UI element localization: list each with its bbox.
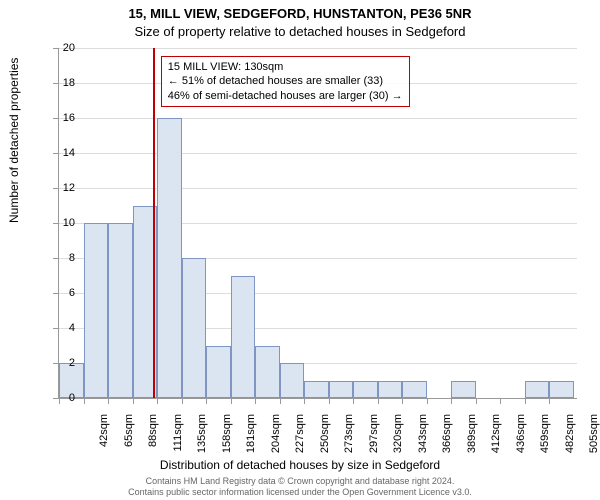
y-tick-label: 10	[63, 217, 75, 229]
y-tick-label: 12	[63, 182, 75, 194]
x-tick-label: 88sqm	[147, 414, 159, 464]
y-tick	[53, 118, 59, 119]
x-tick	[133, 398, 134, 404]
x-tick-label: 459sqm	[539, 414, 551, 464]
x-tick-label: 65sqm	[123, 414, 135, 464]
x-tick-label: 204sqm	[270, 414, 282, 464]
x-tick	[59, 398, 60, 404]
x-tick	[182, 398, 183, 404]
x-tick-label: 389sqm	[466, 414, 478, 464]
y-tick	[53, 258, 59, 259]
x-tick	[255, 398, 256, 404]
x-tick-label: 436sqm	[515, 414, 527, 464]
histogram-bar	[182, 258, 207, 398]
histogram-bar	[255, 346, 280, 399]
callout-line: 46% of semi-detached houses are larger (…	[168, 89, 403, 103]
y-tick	[53, 153, 59, 154]
y-tick	[53, 223, 59, 224]
grid-line	[59, 153, 577, 154]
y-tick-label: 16	[63, 112, 75, 124]
histogram-bar	[451, 381, 476, 399]
x-tick-label: 111sqm	[172, 414, 184, 464]
x-tick-label: 297sqm	[368, 414, 380, 464]
title-main: 15, MILL VIEW, SEDGEFORD, HUNSTANTON, PE…	[0, 6, 600, 21]
x-tick	[451, 398, 452, 404]
y-tick-label: 4	[69, 322, 75, 334]
x-tick	[329, 398, 330, 404]
x-tick	[476, 398, 477, 404]
callout-line: ← 51% of detached houses are smaller (33…	[168, 74, 403, 88]
histogram-bar	[378, 381, 403, 399]
chart-area: 15 MILL VIEW: 130sqm← 51% of detached ho…	[58, 48, 577, 399]
callout-box: 15 MILL VIEW: 130sqm← 51% of detached ho…	[161, 56, 410, 107]
y-tick	[53, 83, 59, 84]
reference-line	[153, 48, 155, 398]
y-tick-label: 14	[63, 147, 75, 159]
x-tick	[157, 398, 158, 404]
y-tick-label: 18	[63, 77, 75, 89]
histogram-bar	[206, 346, 231, 399]
x-tick-label: 273sqm	[343, 414, 355, 464]
x-tick	[108, 398, 109, 404]
x-tick-label: 181sqm	[245, 414, 257, 464]
x-tick-label: 505sqm	[588, 414, 600, 464]
x-tick-label: 366sqm	[441, 414, 453, 464]
y-tick-label: 20	[63, 42, 75, 54]
histogram-bar	[525, 381, 550, 399]
chart-container: 15, MILL VIEW, SEDGEFORD, HUNSTANTON, PE…	[0, 0, 600, 500]
histogram-bar	[231, 276, 256, 399]
y-tick	[53, 48, 59, 49]
title-sub: Size of property relative to detached ho…	[0, 24, 600, 39]
y-tick-label: 2	[69, 357, 75, 369]
histogram-bar	[108, 223, 133, 398]
footer-line3: Contains public sector information licen…	[0, 487, 600, 498]
grid-line	[59, 48, 577, 49]
x-tick	[525, 398, 526, 404]
x-tick-label: 42sqm	[98, 414, 110, 464]
x-tick-label: 250sqm	[319, 414, 331, 464]
x-tick-label: 482sqm	[564, 414, 576, 464]
histogram-bar	[280, 363, 305, 398]
y-tick-label: 0	[69, 392, 75, 404]
x-tick	[280, 398, 281, 404]
histogram-bar	[329, 381, 354, 399]
y-tick-label: 8	[69, 252, 75, 264]
histogram-bar	[353, 381, 378, 399]
callout-line: 15 MILL VIEW: 130sqm	[168, 60, 403, 74]
y-axis-title: Number of detached properties	[7, 58, 21, 223]
grid-line	[59, 188, 577, 189]
x-tick	[500, 398, 501, 404]
x-tick-label: 158sqm	[221, 414, 233, 464]
footer-line1: Contains HM Land Registry data © Crown c…	[0, 476, 600, 487]
x-tick	[84, 398, 85, 404]
x-tick	[231, 398, 232, 404]
y-tick	[53, 293, 59, 294]
grid-line	[59, 118, 577, 119]
histogram-bar	[84, 223, 109, 398]
histogram-bar	[402, 381, 427, 399]
x-tick	[378, 398, 379, 404]
x-tick	[304, 398, 305, 404]
x-tick-label: 135sqm	[196, 414, 208, 464]
x-tick	[402, 398, 403, 404]
x-tick-label: 227sqm	[294, 414, 306, 464]
histogram-bar	[304, 381, 329, 399]
footer-attribution: Contains HM Land Registry data © Crown c…	[0, 476, 600, 498]
x-tick	[353, 398, 354, 404]
y-tick	[53, 328, 59, 329]
x-tick-label: 343sqm	[417, 414, 429, 464]
x-tick	[549, 398, 550, 404]
x-tick	[427, 398, 428, 404]
histogram-bar	[157, 118, 182, 398]
x-tick	[206, 398, 207, 404]
x-tick-label: 320sqm	[392, 414, 404, 464]
y-tick-label: 6	[69, 287, 75, 299]
x-axis-title: Distribution of detached houses by size …	[0, 458, 600, 472]
y-tick	[53, 188, 59, 189]
x-tick-label: 412sqm	[490, 414, 502, 464]
histogram-bar	[549, 381, 574, 399]
